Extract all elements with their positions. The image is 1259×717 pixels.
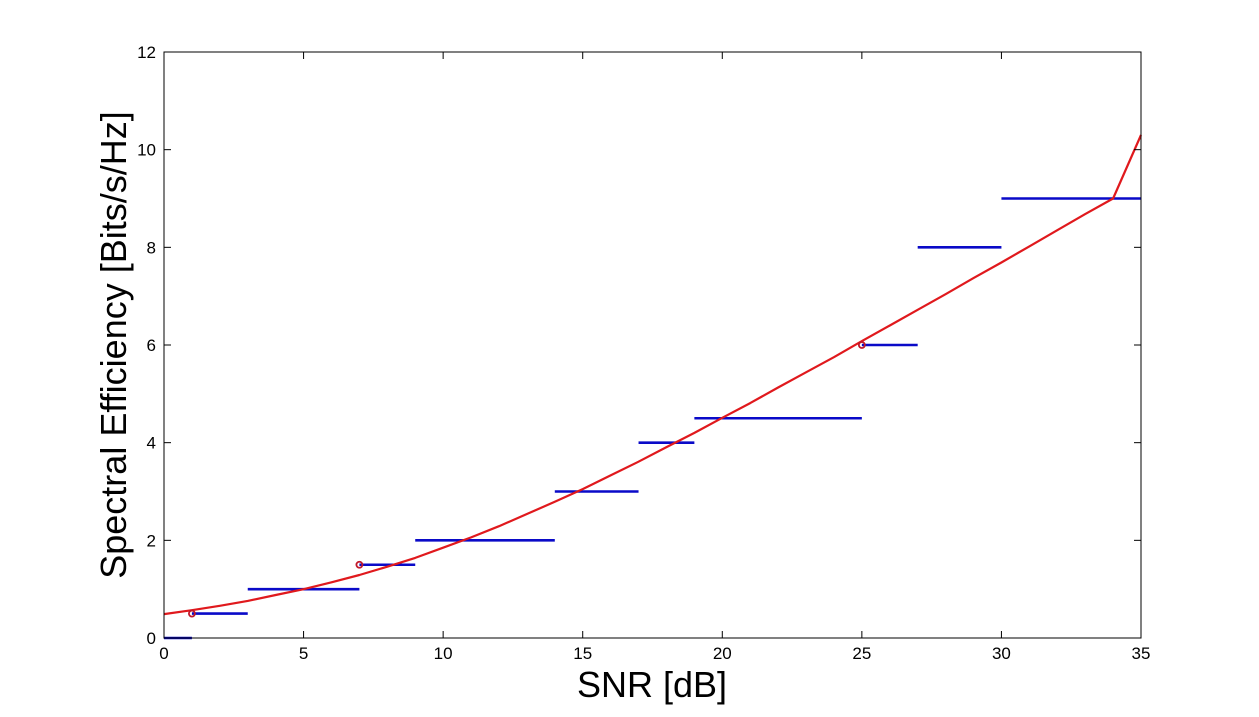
plot-area — [164, 52, 1141, 638]
marker-point — [857, 341, 866, 349]
x-tick-label: 25 — [852, 644, 871, 663]
x-tick-label: 15 — [573, 644, 592, 663]
curve-series — [163, 134, 1143, 616]
y-tick-label: 0 — [147, 629, 156, 648]
y-tick-label: 6 — [147, 336, 156, 355]
x-tick-label: 5 — [299, 644, 308, 663]
x-axis: 0 5 10 15 20 25 30 35 — [159, 52, 1150, 663]
x-tick-label: 35 — [1132, 644, 1151, 663]
x-tick-label: 20 — [713, 644, 732, 663]
x-tick-label: 30 — [992, 644, 1011, 663]
marker-series — [188, 341, 866, 618]
x-tick-label: 0 — [159, 644, 168, 663]
marker-point — [355, 560, 364, 569]
y-axis: 0 2 4 6 8 10 12 — [137, 43, 1141, 648]
y-tick-label: 2 — [147, 531, 156, 550]
marker-point — [188, 609, 196, 618]
capacity-curve-line — [163, 134, 1143, 616]
y-tick-label: 4 — [147, 434, 156, 453]
y-axis-label: Spectral Efficiency [Bits/s/Hz] — [93, 111, 134, 579]
x-axis-label: SNR [dB] — [577, 664, 727, 705]
x-tick-label: 10 — [434, 644, 453, 663]
y-tick-label: 8 — [147, 238, 156, 257]
y-tick-label: 10 — [137, 141, 156, 160]
y-tick-label: 12 — [137, 43, 156, 62]
